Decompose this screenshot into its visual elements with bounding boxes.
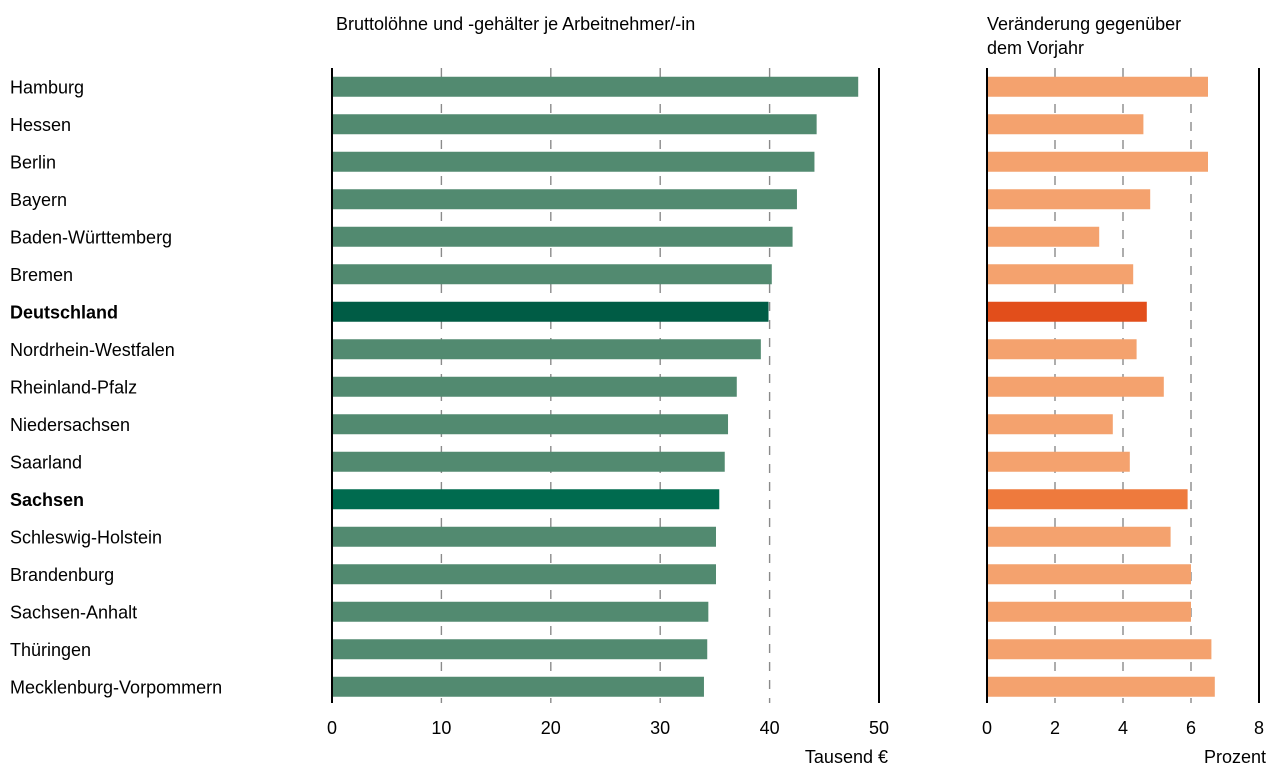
right-chart-title-line-1: Veränderung gegenüber [987, 14, 1181, 34]
tick-label: 4 [1118, 718, 1128, 738]
bar [333, 526, 716, 547]
tick-label: 8 [1254, 718, 1264, 738]
bar [333, 76, 859, 97]
category-labels: Hamburg Hessen Berlin Bayern Baden-Württembe… [10, 77, 222, 697]
right-chart-title-line-2: dem Vorjahr [987, 38, 1084, 58]
bar [988, 489, 1188, 510]
category-label: Niedersachsen [10, 415, 130, 435]
tick-label: 6 [1186, 718, 1196, 738]
bar [988, 601, 1191, 622]
category-label: Brandenburg [10, 565, 114, 585]
bar [333, 226, 793, 247]
bar [333, 601, 709, 622]
tick-label: 40 [760, 718, 780, 738]
bar [988, 414, 1113, 435]
bar [333, 339, 761, 360]
bar [988, 301, 1147, 322]
bar [333, 489, 720, 510]
bar [988, 264, 1134, 285]
bar [333, 301, 769, 322]
category-label: Berlin [10, 152, 56, 172]
bar [333, 189, 797, 210]
left-unit-label: Tausend € [805, 747, 888, 767]
bar [988, 564, 1191, 585]
category-label: Thüringen [10, 640, 91, 660]
right-chart-title: Veränderung gegenüber dem Vorjahr [987, 14, 1186, 58]
category-label: Hessen [10, 115, 71, 135]
bar [333, 151, 815, 172]
category-label: Sachsen-Anhalt [10, 602, 137, 622]
tick-label: 30 [650, 718, 670, 738]
bar [333, 639, 708, 660]
bar [988, 676, 1215, 697]
category-label: Deutschland [10, 302, 118, 322]
category-label: Saarland [10, 452, 82, 472]
category-label: Sachsen [10, 490, 84, 510]
bar [988, 114, 1144, 135]
bar [988, 376, 1164, 397]
bar [988, 526, 1171, 547]
tick-label: 20 [541, 718, 561, 738]
bar [333, 264, 772, 285]
bar [988, 639, 1212, 660]
bar [988, 226, 1100, 247]
bar [333, 451, 725, 472]
bar [333, 676, 704, 697]
category-label: Schleswig-Holstein [10, 527, 162, 547]
bar [988, 151, 1208, 172]
category-label: Hamburg [10, 77, 84, 97]
tick-label: 0 [327, 718, 337, 738]
bar [988, 339, 1137, 360]
bar [988, 76, 1208, 97]
tick-label: 2 [1050, 718, 1060, 738]
category-label: Bremen [10, 265, 73, 285]
tick-label: 10 [431, 718, 451, 738]
tick-label: 0 [982, 718, 992, 738]
bar [333, 414, 729, 435]
tick-label: 50 [869, 718, 889, 738]
category-label: Bayern [10, 190, 67, 210]
bar [333, 114, 817, 135]
bar [333, 564, 716, 585]
left-panel: 0 10 20 30 40 50 [327, 68, 889, 738]
right-panel: 0 2 4 6 8 [982, 68, 1264, 738]
bar [988, 451, 1130, 472]
bar [988, 189, 1151, 210]
category-label: Mecklenburg-Vorpommern [10, 677, 222, 697]
category-label: Nordrhein-Westfalen [10, 340, 175, 360]
right-unit-label: Prozent [1204, 747, 1266, 767]
category-label: Baden-Württemberg [10, 227, 172, 247]
category-label: Rheinland-Pfalz [10, 377, 137, 397]
left-chart-title: Bruttolöhne und -gehälter je Arbeitnehme… [336, 14, 695, 34]
bar [333, 376, 737, 397]
